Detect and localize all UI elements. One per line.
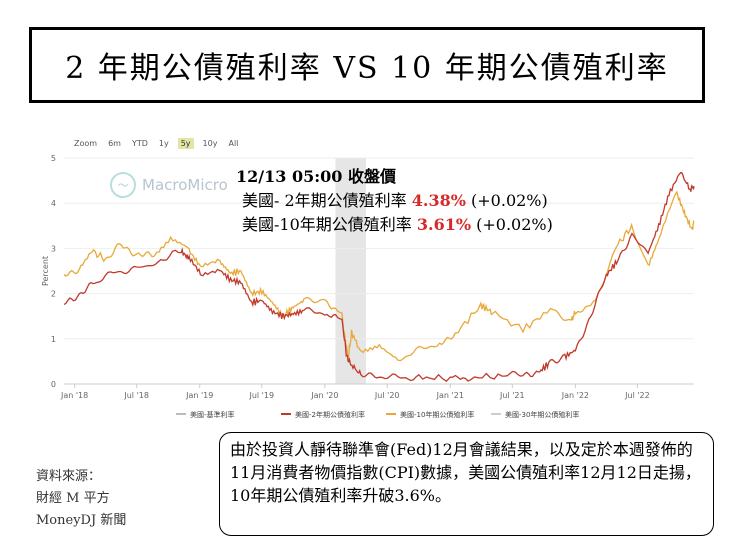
watermark: 〜 MacroMicro <box>110 172 228 198</box>
y-axis-label: Percent <box>41 256 50 286</box>
x-tick-label: Jan '21 <box>436 391 464 400</box>
yield-line-chart: 0 1 2 3 4 5 Percent Jan '18 Jul '18 Jan '19 Jul '1… <box>41 154 695 419</box>
x-tick-label: Jul '20 <box>374 391 400 400</box>
yield-10y-change: (+0.02%) <box>471 215 553 234</box>
x-tick-label: Jan '19 <box>185 391 213 400</box>
source-line: MoneyDJ 新聞 <box>36 513 127 528</box>
range-button-1y[interactable]: 1y <box>158 139 169 148</box>
yield-2y-label: 美國- 2年期公債殖利率 <box>242 191 412 210</box>
yield-10y-label: 美國-10年期公債殖利率 <box>242 215 417 234</box>
y-tick-label: 1 <box>51 335 56 344</box>
series-line-10y <box>63 190 695 363</box>
y-tick-label: 5 <box>51 154 56 163</box>
watermark-text: MacroMicro <box>142 176 228 194</box>
commentary-box: 由於投資人靜待聯準會(Fed)12月會議結果，以及定於本週發佈的11月消費者物價… <box>219 432 714 536</box>
x-tick-label: Jul '22 <box>624 391 650 400</box>
yield-10y-value: 3.61% <box>416 215 472 234</box>
x-tick-label: Jul '18 <box>123 391 149 400</box>
range-button-5y[interactable]: 5y <box>177 138 194 149</box>
macromicro-logo-icon: 〜 <box>110 172 136 198</box>
yield-2y-value: 4.38% <box>411 191 466 210</box>
legend-label: 美國-30年期公債殖利率 <box>505 410 579 419</box>
x-tick-label: Jul '21 <box>499 391 525 400</box>
legend-label: 美國-10年期公債殖利率 <box>400 410 474 419</box>
legend-label: 美國-2年期公債殖利率 <box>295 410 365 419</box>
y-tick-label: 3 <box>51 244 56 253</box>
chart-panel: Zoom 6m YTD 1y 5y 10y All 〜 MacroMicro 0 1 2 3 4 5 P… <box>36 128 708 428</box>
legend-item: 美國-10年期公債殖利率 <box>386 410 474 419</box>
range-button-all[interactable]: All <box>228 139 239 148</box>
x-tick-label: Jan '20 <box>310 391 338 400</box>
yield-10y-row: 美國-10年期公債殖利率 3.61% (+0.02%) <box>240 213 553 237</box>
range-selector: Zoom 6m YTD 1y 5y 10y All <box>72 138 240 149</box>
zoom-label: Zoom <box>74 139 98 148</box>
legend-label: 美國-基準利率 <box>190 410 235 419</box>
yield-2y-row: 美國- 2年期公債殖利率 4.38% (+0.02%) <box>240 189 553 213</box>
chart-legend: 美國-基準利率 美國-2年期公債殖利率 美國-10年期公債殖利率 美國-30年期公債殖… <box>176 410 579 419</box>
source-credit: 資料來源： 財經 M 平方 MoneyDJ 新聞 <box>36 466 126 532</box>
range-button-6m[interactable]: 6m <box>108 139 121 148</box>
recession-band <box>335 158 366 384</box>
range-button-10y[interactable]: 10y <box>202 139 218 148</box>
legend-item: 美國-基準利率 <box>176 410 235 419</box>
y-tick-label: 0 <box>51 380 56 389</box>
page-title: 2 年期公債殖利率 VS 10 年期公債殖利率 <box>29 27 705 103</box>
x-tick-label: Jan '18 <box>60 391 88 400</box>
y-tick-label: 2 <box>51 290 56 299</box>
closing-price-box: 12/13 05:00 收盤價 美國- 2年期公債殖利率 4.38% (+0.0… <box>236 165 553 237</box>
legend-item: 美國-30年期公債殖利率 <box>491 410 579 419</box>
closing-price-header: 12/13 05:00 收盤價 <box>236 167 396 186</box>
source-line: 資料來源： <box>36 469 102 484</box>
y-tick-label: 4 <box>51 199 56 208</box>
source-line: 財經 M 平方 <box>36 491 110 506</box>
x-tick-label: Jul '19 <box>248 391 274 400</box>
x-tick-label: Jan '22 <box>561 391 589 400</box>
yield-2y-change: (+0.02%) <box>465 191 548 210</box>
range-button-ytd[interactable]: YTD <box>131 139 148 148</box>
series-line-2y <box>63 172 695 383</box>
legend-item: 美國-2年期公債殖利率 <box>281 410 365 419</box>
